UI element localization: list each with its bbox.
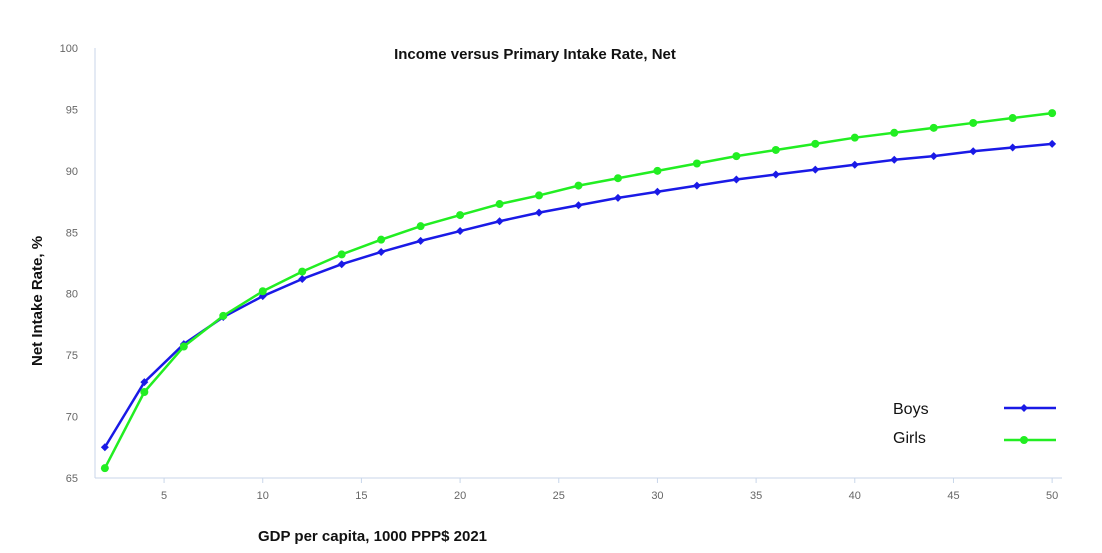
data-point-girls (732, 152, 741, 161)
x-tick-label: 25 (553, 490, 565, 502)
data-point-girls (850, 133, 859, 142)
data-point-boys (692, 181, 701, 190)
data-point-boys (969, 147, 978, 156)
data-point-boys (929, 152, 938, 161)
data-point-girls (1048, 109, 1057, 118)
x-tick-label: 10 (257, 490, 269, 502)
x-tick-label: 5 (161, 490, 167, 502)
y-tick-label: 100 (60, 43, 78, 55)
data-point-girls (1008, 114, 1017, 123)
y-axis-label: Net Intake Rate, % (29, 236, 46, 366)
data-point-boys (1008, 143, 1017, 152)
x-tick-label: 20 (454, 490, 466, 502)
y-tick-label: 90 (66, 166, 78, 178)
data-point-girls (653, 166, 662, 175)
data-point-girls (811, 139, 820, 148)
data-point-boys (653, 187, 662, 196)
data-point-boys (574, 201, 583, 210)
data-point-girls (179, 342, 188, 351)
legend: Boys Girls (893, 401, 1056, 447)
y-tick-label: 80 (66, 289, 78, 301)
x-tick-label: 35 (750, 490, 762, 502)
data-point-boys (613, 193, 622, 202)
data-point-girls (258, 287, 267, 296)
data-point-girls (969, 118, 978, 127)
y-tick-label: 75 (66, 350, 78, 362)
data-point-girls (337, 250, 346, 259)
legend-marker-boys (1020, 404, 1028, 412)
legend-marker-girls (1020, 436, 1028, 444)
x-axis-ticks: 5 10 15 20 25 30 35 40 45 50 (161, 478, 1058, 502)
y-tick-label: 85 (66, 227, 78, 239)
x-tick-label: 30 (651, 490, 663, 502)
data-point-boys (811, 165, 820, 174)
legend-label-boys: Boys (893, 401, 929, 418)
y-axis-ticks: 65 70 75 80 85 90 95 100 (60, 43, 78, 485)
data-point-girls (377, 235, 386, 244)
data-point-boys (298, 274, 307, 283)
data-point-girls (495, 200, 504, 209)
data-point-girls (298, 267, 307, 276)
data-point-girls (929, 123, 938, 132)
data-point-boys (416, 236, 425, 245)
data-point-girls (574, 181, 583, 190)
data-point-boys (535, 208, 544, 217)
data-point-girls (100, 464, 109, 473)
legend-label-girls: Girls (893, 430, 926, 447)
data-point-boys (890, 155, 899, 164)
data-point-boys (456, 227, 465, 236)
data-point-boys (100, 443, 109, 452)
x-tick-label: 40 (849, 490, 861, 502)
series-layer (100, 109, 1057, 473)
y-tick-label: 70 (66, 412, 78, 424)
y-tick-label: 95 (66, 104, 78, 116)
data-point-boys (140, 378, 149, 387)
x-tick-label: 45 (947, 490, 959, 502)
data-point-girls (890, 128, 899, 137)
x-tick-label: 50 (1046, 490, 1058, 502)
data-point-girls (613, 174, 622, 183)
data-point-boys (337, 260, 346, 269)
data-point-boys (732, 175, 741, 184)
data-point-boys (377, 247, 386, 256)
data-point-girls (692, 159, 701, 168)
x-tick-label: 15 (355, 490, 367, 502)
data-point-girls (416, 222, 425, 231)
data-point-girls (535, 191, 544, 200)
x-axis-label: GDP per capita, 1000 PPP$ 2021 (258, 528, 487, 545)
data-point-boys (850, 160, 859, 169)
data-point-girls (219, 311, 228, 320)
data-point-boys (495, 217, 504, 226)
chart-title: Income versus Primary Intake Rate, Net (394, 46, 676, 63)
data-point-girls (456, 211, 465, 220)
data-point-boys (771, 170, 780, 179)
data-point-boys (1048, 139, 1057, 148)
data-point-girls (140, 388, 149, 396)
y-tick-label: 65 (66, 473, 78, 485)
data-point-girls (771, 145, 780, 154)
